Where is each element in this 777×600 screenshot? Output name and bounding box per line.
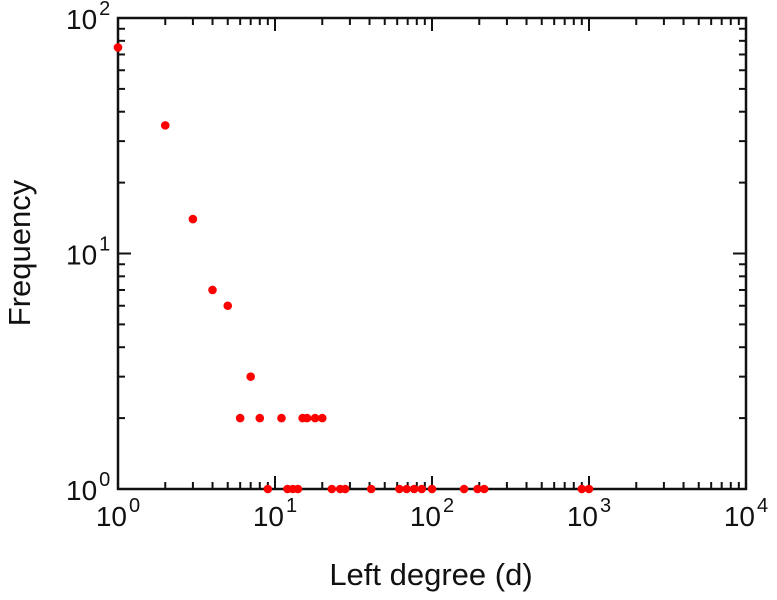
data-point [293,484,303,494]
data-point [223,301,233,311]
data-point [277,413,286,423]
data-point [366,484,376,494]
points-layer [113,43,594,494]
data-point [327,484,337,494]
data-point [395,484,404,494]
data-point [409,484,419,494]
data-point [235,413,245,423]
data-point [113,43,123,52]
data-point [584,484,594,494]
data-point [459,484,469,494]
data-point [160,121,170,130]
data-point [479,484,489,494]
x-tick-label: 10 4 [724,495,768,532]
plot-frame [116,16,748,491]
x-tick-label: 10 3 [567,495,611,532]
data-point [188,214,198,224]
y-tick-label: 10 1 [66,234,110,271]
data-point [317,413,327,423]
x-tick-label: 10 2 [410,495,454,532]
data-point [246,372,255,381]
data-point [427,484,437,494]
x-tick-label: 10 0 [96,495,140,532]
y-axis-title: Frequency [2,179,37,326]
data-point [417,484,427,494]
data-point [473,484,482,494]
x-axis-title: Left degree (d) [329,557,532,592]
y-tick-label: 10 2 [66,0,110,35]
axes-layer: 10 0 10 1 10 2 10 3 10 4 10 0 10 1 10 2 [66,0,768,532]
data-point [208,285,217,295]
data-point [402,484,411,494]
data-point [263,484,273,494]
data-point [255,413,265,423]
data-point [577,484,587,494]
data-point [310,413,320,423]
y-tick-label: 10 0 [66,469,110,506]
data-point [340,484,350,494]
data-point [302,413,312,423]
x-tick-label: 10 1 [253,495,297,532]
